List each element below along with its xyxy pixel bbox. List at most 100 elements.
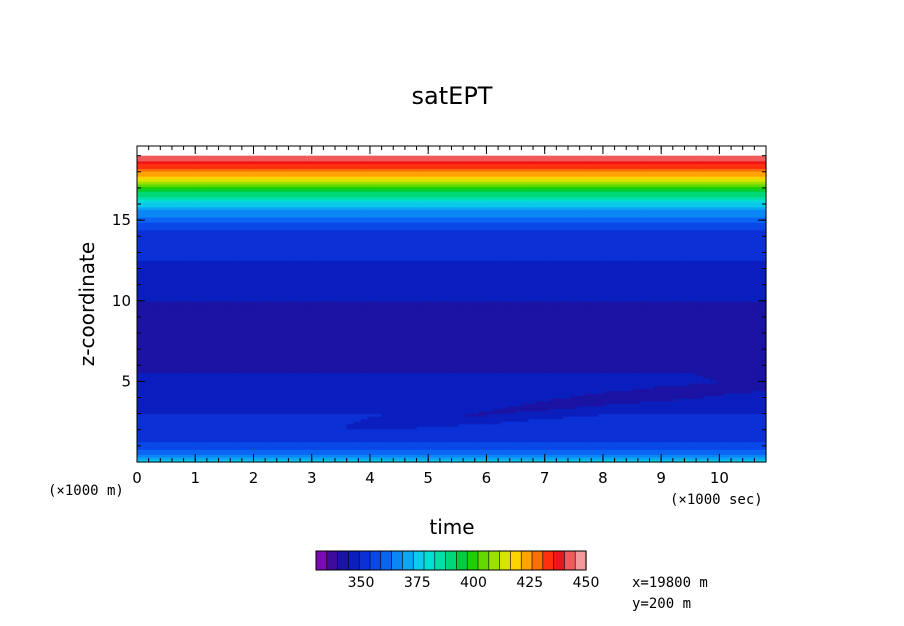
heatmap-cell xyxy=(192,163,201,167)
heatmap-cell xyxy=(234,183,243,187)
heatmap-cell xyxy=(220,176,229,180)
heatmap-cell xyxy=(164,431,173,435)
heatmap-cell xyxy=(178,273,187,277)
heatmap-cell xyxy=(297,446,306,450)
heatmap-cell xyxy=(234,285,243,290)
heatmap-cell xyxy=(171,234,180,238)
heatmap-cell xyxy=(143,214,152,218)
heatmap-cell xyxy=(325,262,334,267)
heatmap-cell xyxy=(241,439,250,443)
heatmap-cell xyxy=(143,196,152,200)
heatmap-cell xyxy=(206,209,215,213)
heatmap-cell xyxy=(290,451,299,455)
heatmap-cell xyxy=(137,216,145,221)
heatmap-cell xyxy=(304,163,313,167)
heatmap-cell xyxy=(269,385,278,389)
heatmap-cell xyxy=(241,308,250,312)
heatmap-cell xyxy=(290,354,299,358)
heatmap-cell xyxy=(192,311,201,315)
heatmap-cell xyxy=(206,265,215,269)
heatmap-cell xyxy=(164,347,173,351)
heatmap-cell xyxy=(255,362,264,366)
heatmap-cell xyxy=(276,158,285,162)
heatmap-cell xyxy=(157,285,166,290)
heatmap-cell xyxy=(269,255,278,259)
heatmap-cell xyxy=(304,204,313,208)
heatmap-cell xyxy=(220,365,229,369)
heatmap-cell xyxy=(143,334,152,338)
heatmap-cell xyxy=(262,418,271,422)
heatmap-cell xyxy=(304,416,313,420)
heatmap-cell xyxy=(150,227,159,231)
heatmap-cell xyxy=(213,288,222,292)
heatmap-cell xyxy=(297,288,306,292)
heatmap-cell xyxy=(157,326,166,330)
heatmap-cell xyxy=(255,319,264,323)
heatmap-cell xyxy=(171,367,180,371)
heatmap-cell xyxy=(143,342,152,346)
heatmap-cell xyxy=(227,267,236,272)
heatmap-cell xyxy=(213,178,222,182)
heatmap-cell xyxy=(171,354,180,358)
heatmap-cell xyxy=(143,303,152,307)
heatmap-cell xyxy=(283,393,292,397)
heatmap-cell xyxy=(143,359,152,364)
heatmap-cell xyxy=(248,433,257,438)
heatmap-cell xyxy=(213,316,222,320)
heatmap-cell xyxy=(206,206,215,210)
heatmap-cell xyxy=(213,339,222,343)
heatmap-cell xyxy=(325,400,334,404)
heatmap-cell xyxy=(178,352,187,356)
heatmap-cell xyxy=(304,242,313,246)
heatmap-cell xyxy=(227,329,236,333)
heatmap-cell xyxy=(213,293,222,297)
heatmap-cell xyxy=(234,336,243,341)
heatmap-cell xyxy=(150,204,159,208)
heatmap-cell xyxy=(171,250,180,254)
heatmap-cell xyxy=(290,296,299,300)
heatmap-cell xyxy=(150,349,159,353)
heatmap-cell xyxy=(297,163,306,167)
heatmap-cell xyxy=(199,395,208,399)
heatmap-cell xyxy=(185,326,194,330)
heatmap-cell xyxy=(241,283,250,287)
heatmap-cell xyxy=(304,441,313,445)
heatmap-cell xyxy=(143,382,152,387)
heatmap-cell xyxy=(290,370,299,374)
heatmap-cell xyxy=(199,385,208,389)
heatmap-cell xyxy=(220,219,229,223)
heatmap-cell xyxy=(304,362,313,366)
heatmap-cell xyxy=(248,288,257,292)
heatmap-cell xyxy=(290,372,299,376)
heatmap-cell xyxy=(220,436,229,440)
heatmap-cell xyxy=(220,293,229,297)
heatmap-cell xyxy=(325,280,334,284)
heatmap-cell xyxy=(157,316,166,320)
heatmap-cell xyxy=(220,377,229,381)
heatmap-cell xyxy=(290,283,299,287)
heatmap-cell xyxy=(137,280,145,284)
heatmap-cell xyxy=(171,352,180,356)
heatmap-cell xyxy=(248,191,257,195)
heatmap-cell xyxy=(269,227,278,231)
heatmap-cell xyxy=(185,436,194,440)
heatmap-cell xyxy=(283,347,292,351)
heatmap-cell xyxy=(290,326,299,330)
heatmap-cell xyxy=(297,344,306,348)
heatmap-cell xyxy=(304,165,313,170)
heatmap-cell xyxy=(304,436,313,440)
heatmap-cell xyxy=(206,158,215,162)
heatmap-cell xyxy=(185,232,194,236)
heatmap-cell xyxy=(220,408,229,412)
heatmap-cell xyxy=(234,234,243,238)
heatmap-cell xyxy=(304,444,313,448)
heatmap-cell xyxy=(290,306,299,310)
heatmap-cell xyxy=(150,372,159,376)
heatmap-cell xyxy=(220,280,229,284)
heatmap-cell xyxy=(143,163,152,167)
heatmap-cell xyxy=(234,446,243,450)
heatmap-cell xyxy=(276,186,285,190)
heatmap-cell xyxy=(192,331,201,335)
heatmap-cell xyxy=(199,342,208,346)
heatmap-cell xyxy=(241,278,250,282)
